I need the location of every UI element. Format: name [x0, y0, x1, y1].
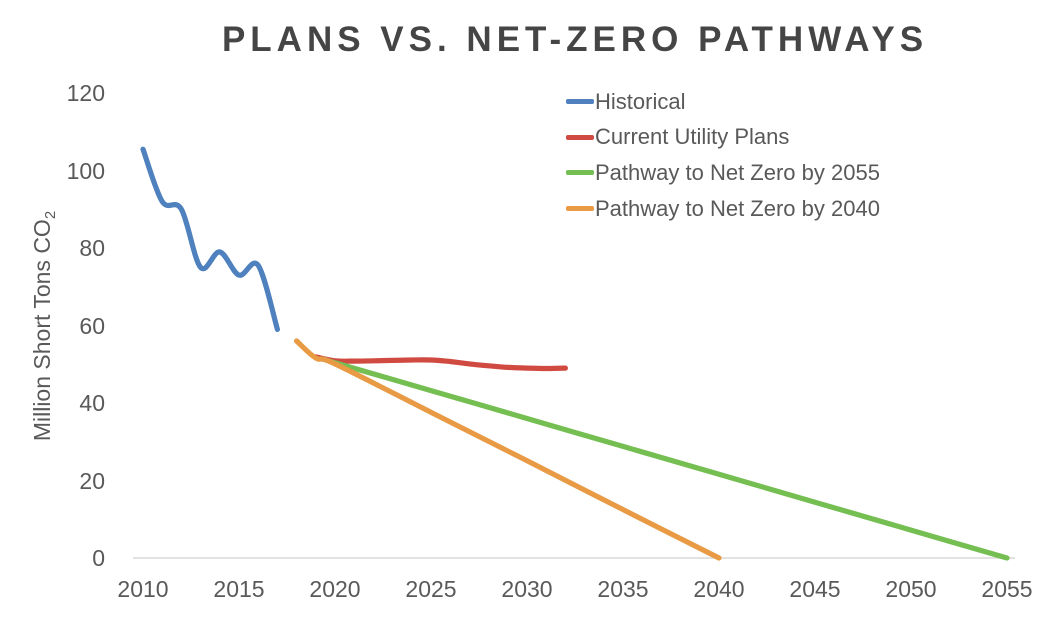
x-tick-label: 2020 [309, 576, 361, 602]
y-tick-label: 80 [79, 235, 105, 261]
x-tick-label: 2045 [789, 576, 841, 602]
x-tick-label: 2035 [597, 576, 649, 602]
x-tick-label: 2015 [213, 576, 265, 602]
pathway-to-net-zero-by-2040-line [294, 338, 722, 561]
x-tick-label: 2025 [405, 576, 457, 602]
y-tick-label: 40 [79, 390, 105, 416]
legend-item-current-utility-plans: Current Utility Plans [566, 120, 880, 156]
legend-label: Historical [595, 88, 686, 114]
legend-item-pathway-to-net-zero-by-2040: Pathway to Net Zero by 2040 [566, 191, 880, 227]
chart-title: PLANS VS. NET-ZERO PATHWAYS [221, 20, 929, 59]
legend-swatch [566, 99, 594, 105]
y-tick-label: 60 [79, 312, 105, 339]
y-tick-label: 20 [79, 467, 105, 494]
x-tick-label: 2055 [981, 576, 1033, 602]
legend-label: Pathway to Net Zero by 2055 [595, 159, 880, 185]
historical-line [140, 146, 280, 332]
pathway-to-net-zero-by-2055-line [321, 356, 1010, 561]
legend-label: Pathway to Net Zero by 2040 [595, 195, 880, 221]
current-utility-plans-line [313, 354, 568, 372]
legend-item-pathway-to-net-zero-by-2055: Pathway to Net Zero by 2055 [566, 155, 880, 191]
legend-swatch [566, 134, 594, 140]
y-tick-label: 0 [92, 545, 105, 571]
x-tick-label: 2030 [501, 576, 553, 602]
chart-legend: Historical Current Utility Plans Pathway t… [566, 84, 880, 226]
legend-label: Current Utility Plans [595, 124, 790, 150]
legend-item-historical: Historical [566, 84, 880, 120]
x-tick-label: 2010 [117, 576, 169, 602]
x-tick-label: 2040 [693, 576, 745, 602]
y-tick-label: 100 [66, 157, 105, 184]
legend-swatch [566, 206, 594, 212]
series-layer [140, 146, 1010, 561]
legend-swatch [566, 170, 594, 176]
x-tick-label: 2050 [885, 576, 937, 602]
y-tick-label: 120 [66, 80, 105, 106]
